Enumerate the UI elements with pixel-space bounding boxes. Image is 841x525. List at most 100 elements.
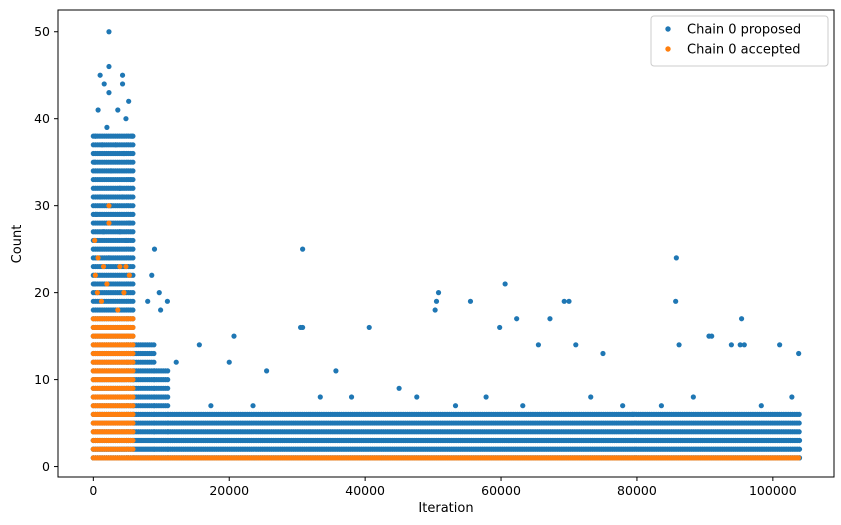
- accepted-point: [130, 394, 136, 400]
- proposed-point: [620, 403, 626, 409]
- proposed-point: [777, 342, 783, 348]
- proposed-point: [130, 203, 136, 209]
- proposed-point: [741, 342, 747, 348]
- accepted-point: [98, 298, 105, 304]
- proposed-point: [561, 298, 567, 304]
- proposed-point: [433, 298, 440, 304]
- proposed-point: [97, 194, 103, 200]
- proposed-point: [130, 237, 136, 244]
- proposed-point: [151, 350, 157, 357]
- proposed-point: [796, 446, 803, 452]
- proposed-point: [690, 394, 696, 400]
- proposed-point: [92, 133, 98, 139]
- proposed-point: [502, 281, 508, 287]
- proposed-point: [106, 63, 112, 70]
- proposed-point: [728, 342, 734, 348]
- legend-marker-accepted: [665, 46, 671, 52]
- accepted-point: [104, 281, 110, 287]
- proposed-point: [97, 72, 103, 78]
- x-axis: 0 20000 40000 60000 80000 100000: [89, 477, 797, 498]
- proposed-point: [130, 307, 136, 313]
- proposed-point: [231, 333, 237, 339]
- points-layer: [90, 29, 803, 461]
- accepted-point: [92, 237, 98, 244]
- y-tick-label: 0: [42, 459, 50, 474]
- proposed-point: [92, 281, 98, 287]
- accepted-point: [94, 290, 101, 296]
- proposed-point: [129, 133, 135, 139]
- proposed-point: [796, 420, 802, 426]
- proposed-point: [535, 342, 542, 348]
- proposed-point: [123, 237, 129, 244]
- proposed-point: [333, 368, 339, 374]
- proposed-point: [106, 90, 112, 96]
- proposed-point: [300, 246, 306, 252]
- accepted-point: [130, 316, 136, 322]
- proposed-point: [796, 350, 802, 357]
- proposed-point: [101, 81, 107, 87]
- proposed-point: [130, 281, 136, 287]
- proposed-point: [758, 403, 764, 409]
- proposed-point: [117, 229, 123, 235]
- accepted-point: [130, 342, 136, 348]
- proposed-point: [130, 159, 136, 165]
- accepted-point: [130, 403, 136, 409]
- proposed-point: [226, 359, 232, 365]
- proposed-point: [164, 298, 170, 304]
- legend-box: [650, 15, 829, 67]
- proposed-point: [467, 298, 474, 304]
- proposed-point: [396, 385, 402, 391]
- legend-label-accepted: Chain 0 accepted: [687, 43, 801, 58]
- proposed-point: [151, 359, 157, 365]
- x-axis-label: Iteration: [418, 501, 473, 516]
- accepted-point: [123, 263, 129, 270]
- proposed-point: [414, 394, 420, 400]
- y-tick-label: 10: [34, 372, 50, 387]
- proposed-point: [173, 359, 179, 365]
- accepted-point: [92, 272, 98, 278]
- x-tick-label: 40000: [345, 483, 385, 498]
- accepted-point: [117, 263, 123, 270]
- proposed-point: [573, 342, 579, 348]
- proposed-point: [709, 333, 715, 339]
- proposed-point: [300, 324, 306, 331]
- plot-frame: [57, 9, 835, 478]
- accepted-point: [130, 446, 136, 452]
- proposed-point: [483, 394, 489, 400]
- proposed-point: [796, 411, 802, 417]
- proposed-point: [130, 263, 136, 270]
- proposed-point: [130, 229, 136, 235]
- x-tick-label: 0: [89, 483, 97, 498]
- x-tick-label: 20000: [209, 483, 249, 498]
- y-tick-label: 20: [34, 285, 50, 300]
- x-tick-label: 80000: [617, 483, 657, 498]
- proposed-point: [121, 150, 127, 157]
- proposed-point: [676, 342, 682, 348]
- proposed-point: [264, 368, 270, 374]
- proposed-point: [547, 316, 553, 322]
- accepted-point: [115, 307, 121, 313]
- proposed-point: [106, 255, 112, 261]
- proposed-point: [130, 220, 136, 226]
- proposed-point: [250, 403, 256, 409]
- accepted-point: [130, 385, 136, 391]
- accepted-point: [130, 350, 136, 357]
- y-axis: 0 10 20 30 40 50: [34, 24, 58, 474]
- proposed-point: [104, 124, 110, 130]
- proposed-point: [165, 368, 171, 374]
- proposed-point: [99, 142, 105, 148]
- proposed-point: [151, 246, 158, 252]
- proposed-point: [130, 290, 136, 296]
- proposed-point: [119, 81, 126, 87]
- y-axis-label: Count: [10, 225, 25, 264]
- proposed-point: [658, 403, 665, 409]
- proposed-point: [149, 272, 155, 278]
- proposed-point: [348, 394, 355, 400]
- accepted-point: [126, 272, 132, 278]
- proposed-point: [130, 168, 136, 174]
- x-tick-label: 100000: [749, 483, 797, 498]
- proposed-point: [673, 255, 679, 261]
- x-tick-label: 60000: [481, 483, 521, 498]
- proposed-point: [165, 403, 171, 409]
